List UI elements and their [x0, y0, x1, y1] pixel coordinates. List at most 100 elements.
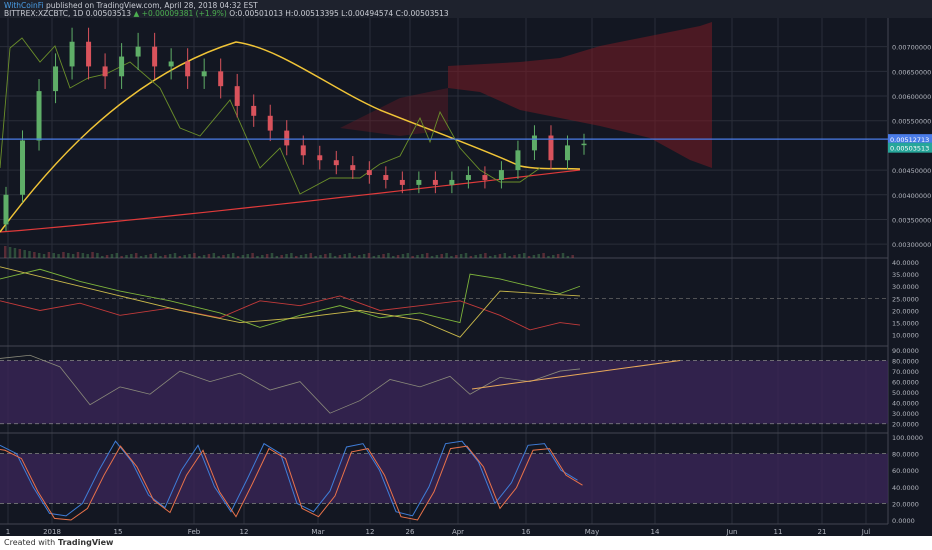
- volume-bar: [130, 254, 133, 258]
- price-value: 0.00503513: [85, 9, 132, 18]
- volume-bar: [343, 254, 346, 258]
- published-text: published on TradingView.com, April 28, …: [45, 1, 258, 10]
- volume-bar: [33, 252, 36, 258]
- volume-bar: [173, 253, 177, 258]
- indicator-tick-label: 40.0000: [892, 259, 919, 267]
- volume-bar: [411, 256, 414, 258]
- volume-bar: [421, 254, 424, 258]
- time-axis-label: 12: [240, 528, 249, 536]
- candle-body: [69, 41, 75, 67]
- stoch-d-line: [0, 445, 583, 521]
- tradingview-logo[interactable]: TradingView: [58, 538, 114, 547]
- symbol-label[interactable]: BITTREX:XZCBTC, 1D: [4, 9, 84, 18]
- volume-bar: [319, 255, 322, 258]
- volume-bar: [406, 253, 410, 258]
- volume-bar: [236, 256, 240, 258]
- candle-body: [234, 86, 240, 106]
- ohlc-low: L:0.00494574: [341, 9, 394, 18]
- candle-body: [515, 150, 521, 171]
- time-axis-label: 14: [651, 528, 660, 536]
- stoch-k-line: [0, 440, 578, 517]
- volume-bar: [134, 253, 138, 258]
- ma200-line: [0, 169, 581, 233]
- volume-bar: [28, 251, 31, 258]
- volume-bar: [285, 254, 288, 258]
- volume-bar: [198, 256, 201, 258]
- candle-body: [383, 175, 389, 180]
- time-axis-label: Jul: [861, 528, 871, 536]
- volume-bar: [246, 254, 249, 258]
- price-tick-label: 0.00650000: [892, 68, 931, 76]
- volume-bar: [154, 253, 157, 258]
- volume-bar: [324, 254, 327, 258]
- volume-bar: [188, 254, 191, 258]
- indicator-tick-label: 30.0000: [892, 283, 919, 291]
- volume-bar: [508, 256, 511, 258]
- volume-bar: [382, 254, 385, 258]
- volume-bar: [13, 248, 17, 258]
- candle-body: [317, 155, 323, 161]
- time-axis-label: Apr: [452, 528, 464, 536]
- dmi-minus-line: [0, 295, 581, 331]
- volume-bar: [479, 254, 482, 258]
- volume-bar: [275, 256, 279, 258]
- horizontal-line-price-label: 0.00512713: [890, 136, 929, 144]
- volume-bar: [498, 254, 502, 258]
- volume-bar: [396, 255, 400, 258]
- chart-canvas[interactable]: 0.00700000 0.00650000 0.00600000 0.00550000…: [0, 18, 932, 536]
- candle-body: [168, 61, 174, 67]
- candle-body: [102, 66, 108, 77]
- volume-bar: [295, 256, 298, 258]
- volume-bar: [290, 253, 293, 258]
- volume-bar: [309, 253, 313, 258]
- volume-bar: [493, 255, 497, 258]
- volume-bar: [532, 255, 536, 258]
- volume-bar: [353, 256, 356, 258]
- indicator-tick-label: 30.0000: [892, 410, 919, 418]
- candle-body: [218, 71, 224, 87]
- volume-bar: [440, 254, 443, 258]
- volume-bar: [527, 256, 531, 258]
- volume-bar: [91, 252, 94, 258]
- volume-bar: [387, 253, 390, 258]
- volume-bar: [348, 253, 351, 258]
- indicator-tick-label: 80.0000: [892, 358, 919, 366]
- candle-body: [531, 135, 537, 151]
- volume-bar: [227, 254, 230, 258]
- time-axis-label: 2018: [43, 528, 61, 536]
- volume-bar: [522, 253, 526, 258]
- volume-bar: [270, 253, 274, 258]
- volume-bar: [430, 256, 434, 258]
- volume-bar: [183, 255, 186, 258]
- dmi-plus-line: [0, 268, 581, 328]
- volume-bar: [67, 253, 70, 258]
- author-link[interactable]: WithCoinFi: [4, 1, 44, 10]
- volume-bar: [537, 254, 540, 258]
- candle-body: [581, 143, 587, 146]
- indicator-tick-label: 20.0000: [892, 307, 919, 315]
- volume-bar: [207, 254, 211, 258]
- volume-bar: [105, 255, 109, 258]
- candle-body: [333, 160, 339, 166]
- indicator-tick-label: 100.0000: [892, 434, 923, 442]
- change-value: +0.00009381 (+1.9%): [141, 9, 227, 18]
- indicator-tick-label: 35.0000: [892, 271, 919, 279]
- indicator-tick-label: 40.0000: [892, 400, 919, 408]
- time-axis-label: Feb: [188, 528, 201, 536]
- volume-bar: [86, 254, 89, 258]
- volume-bar: [96, 253, 99, 258]
- ohlc-close: C:0.00503513: [395, 9, 449, 18]
- volume-bar: [435, 255, 439, 258]
- volume-bar: [556, 254, 560, 258]
- change-arrow-icon: ▲: [133, 9, 140, 18]
- volume-bar: [47, 252, 51, 258]
- volume-bar: [450, 256, 453, 258]
- candle-body: [185, 61, 191, 77]
- indicator-tick-label: 20.0000: [892, 500, 919, 508]
- ichimoku-cloud: [448, 22, 712, 168]
- volume-bar: [251, 253, 254, 258]
- volume-bar: [518, 254, 521, 258]
- indicator-tick-label: 50.0000: [892, 389, 919, 397]
- volume-bar: [217, 256, 220, 258]
- candle-body: [135, 46, 141, 57]
